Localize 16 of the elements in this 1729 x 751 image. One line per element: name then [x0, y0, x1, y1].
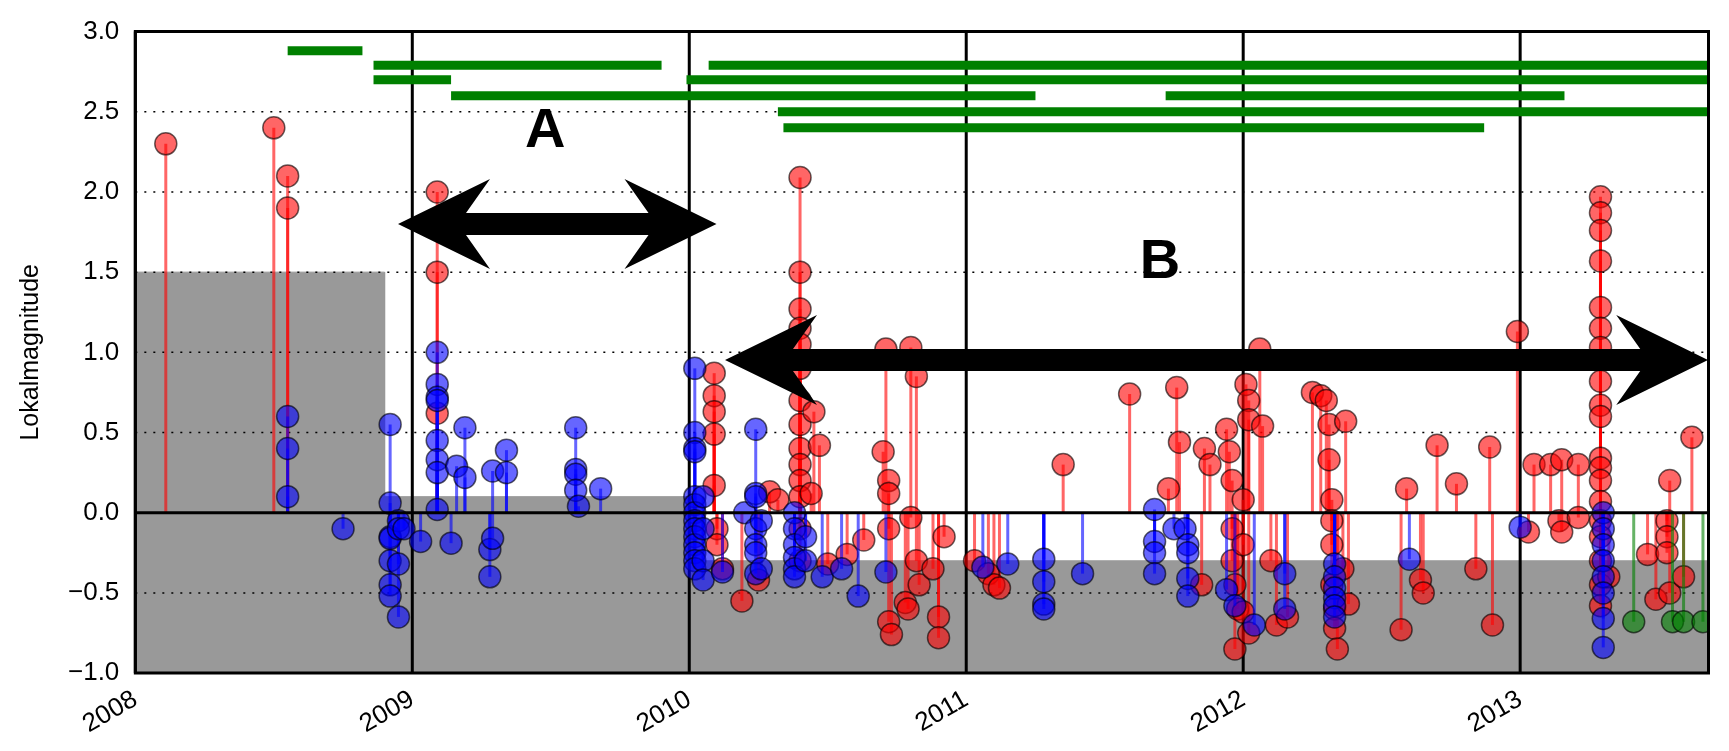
x-tick-label: 2012	[1184, 683, 1250, 738]
y-tick-label: 2.0	[83, 175, 120, 206]
x-tick-label: 2010	[630, 683, 696, 738]
annotation: B	[1139, 227, 1181, 291]
y-tick-label: 3.0	[83, 14, 120, 45]
x-tick-label: 2013	[1461, 683, 1527, 738]
y-tick-label: 0.0	[83, 495, 120, 526]
y-tick-label: 0.5	[83, 415, 120, 446]
y-tick-label: 1.0	[83, 335, 120, 366]
y-tick-label: −0.5	[68, 576, 120, 607]
annotation: A	[525, 95, 566, 159]
y-tick-label: 1.5	[83, 255, 120, 286]
x-tick-label: 2011	[909, 683, 973, 737]
y-tick-label: 2.5	[83, 94, 120, 125]
y-axis-title: Lokalmagnitude	[14, 264, 43, 441]
x-tick-label: 2009	[353, 683, 419, 738]
